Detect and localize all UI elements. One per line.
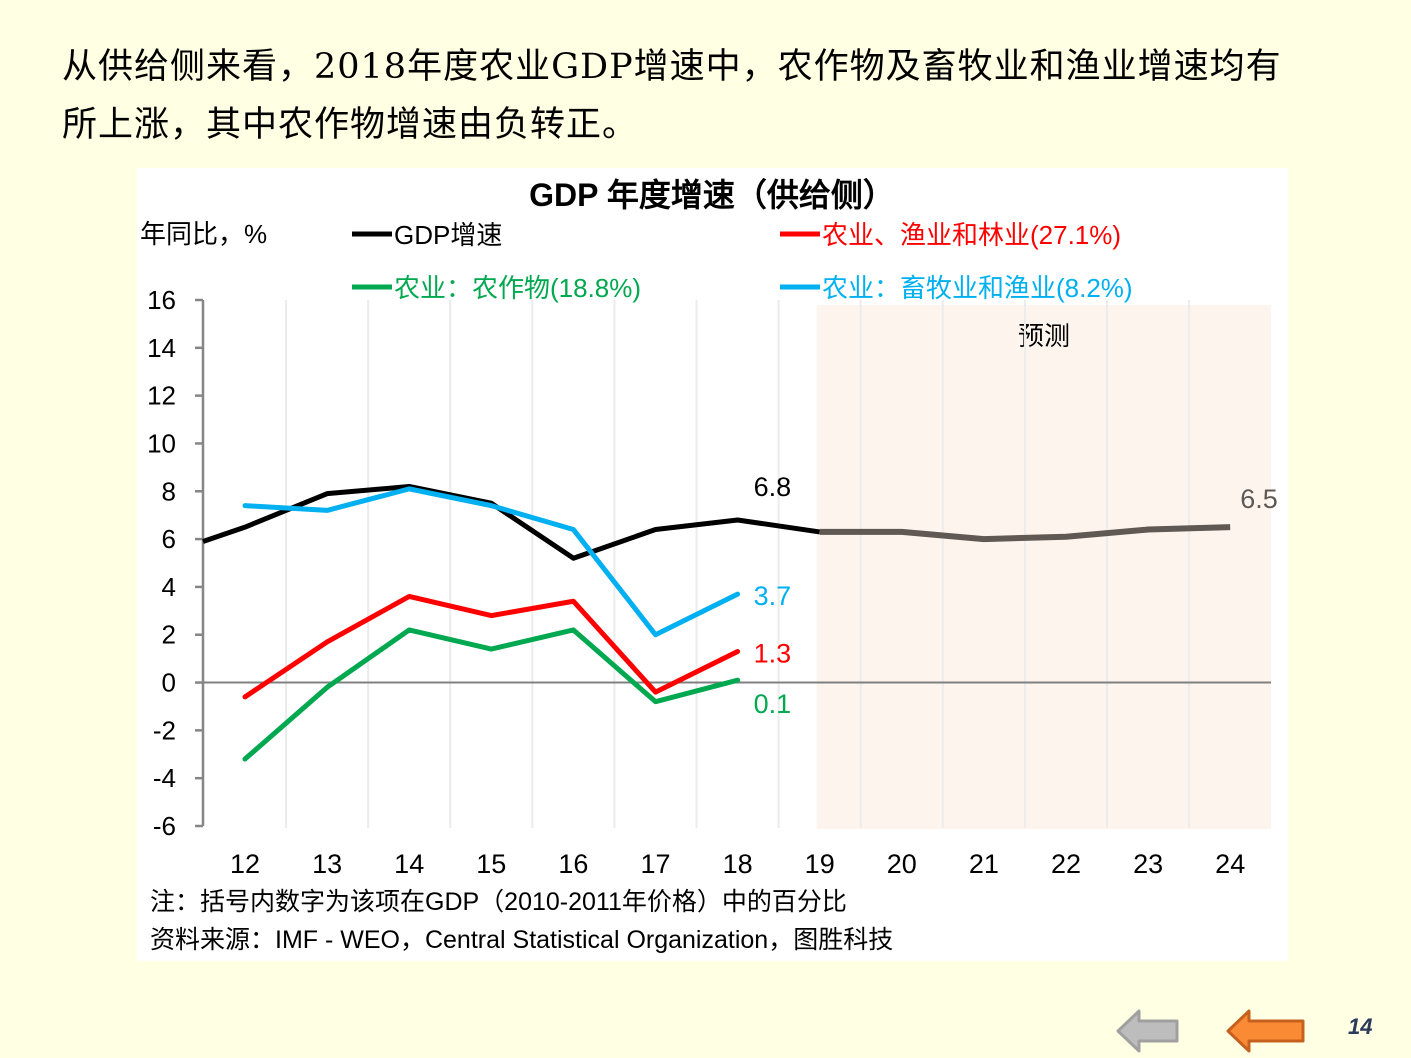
data-label: 0.1	[754, 689, 792, 719]
y-tick-label: 8	[162, 476, 176, 506]
x-tick-label: 18	[723, 849, 753, 879]
y-tick-label: 10	[147, 428, 176, 458]
x-tick-label: 21	[969, 849, 999, 879]
x-tick-label: 24	[1215, 849, 1245, 879]
y-tick-label: -6	[153, 811, 176, 841]
series-line-3	[242, 486, 741, 638]
y-axis-label: 年同比，%	[140, 219, 267, 249]
series-line-2	[242, 627, 741, 762]
legend-label: GDP增速	[394, 220, 502, 250]
headline-line-2: 所上涨，其中农作物增速由负转正。	[62, 105, 639, 145]
y-tick-label: -4	[153, 763, 176, 793]
series-line-gdp-actual	[202, 483, 821, 561]
chart-title: GDP 年度增速（供给侧）	[529, 177, 895, 213]
x-tick-label: 14	[394, 849, 424, 879]
footnote-1: 注：括号内数字为该项在GDP（2010-2011年价格）中的百分比	[150, 888, 847, 916]
footnote-2: 资料来源：IMF - WEO，Central Statistical Organ…	[150, 926, 893, 954]
forecast-region	[816, 305, 1271, 829]
data-label: 1.3	[754, 638, 792, 668]
legend: GDP增速 农业、渔业和林业(27.1%) 农业：农作物(18.8%) 农业：畜牧业和…	[352, 220, 1133, 303]
data-label: 3.7	[754, 581, 792, 611]
y-tick-label: 0	[162, 668, 176, 698]
forecast-label: 预测	[1018, 321, 1070, 351]
y-tick-label: -2	[153, 715, 176, 745]
y-tick-label: 4	[162, 572, 176, 602]
headline-line-1: 从供给侧来看，2018年度农业GDP增速中，农作物及畜牧业和渔业增速均有	[62, 47, 1282, 87]
arrow-left-orange-icon	[1226, 1009, 1305, 1053]
x-tick-label: 23	[1133, 849, 1163, 879]
x-tick-label: 16	[558, 849, 588, 879]
x-tick-label: 12	[230, 849, 260, 879]
y-tick-label: 6	[162, 524, 176, 554]
x-tick-label: 20	[887, 849, 917, 879]
y-tick-label: 12	[147, 381, 176, 411]
data-label: 6.5	[1240, 484, 1278, 514]
x-tick-label: 22	[1051, 849, 1081, 879]
data-label: 6.8	[754, 472, 792, 502]
legend-label: 农业：农作物(18.8%)	[394, 273, 641, 303]
x-tick-label: 17	[640, 849, 670, 879]
prev-page-button[interactable]	[1115, 1008, 1181, 1058]
y-tick-label: 14	[147, 333, 176, 363]
arrow-left-icon	[1116, 1009, 1179, 1053]
legend-label: 农业：畜牧业和渔业(8.2%)	[822, 273, 1133, 303]
x-tick-label: 13	[312, 849, 342, 879]
page-number: 14	[1348, 1014, 1373, 1039]
x-tick-label: 15	[476, 849, 506, 879]
legend-label: 农业、渔业和林业(27.1%)	[822, 220, 1121, 250]
slide-headline: 从供给侧来看，2018年度农业GDP增速中，农作物及畜牧业和渔业增速均有 所上涨…	[62, 38, 1372, 154]
x-tick-label: 19	[805, 849, 835, 879]
y-tick-label: 2	[162, 620, 176, 650]
series-line-gdp-forecast	[819, 524, 1231, 543]
series-line-1	[242, 593, 741, 700]
y-tick-label: 16	[147, 285, 176, 315]
next-page-button[interactable]	[1225, 1008, 1307, 1058]
